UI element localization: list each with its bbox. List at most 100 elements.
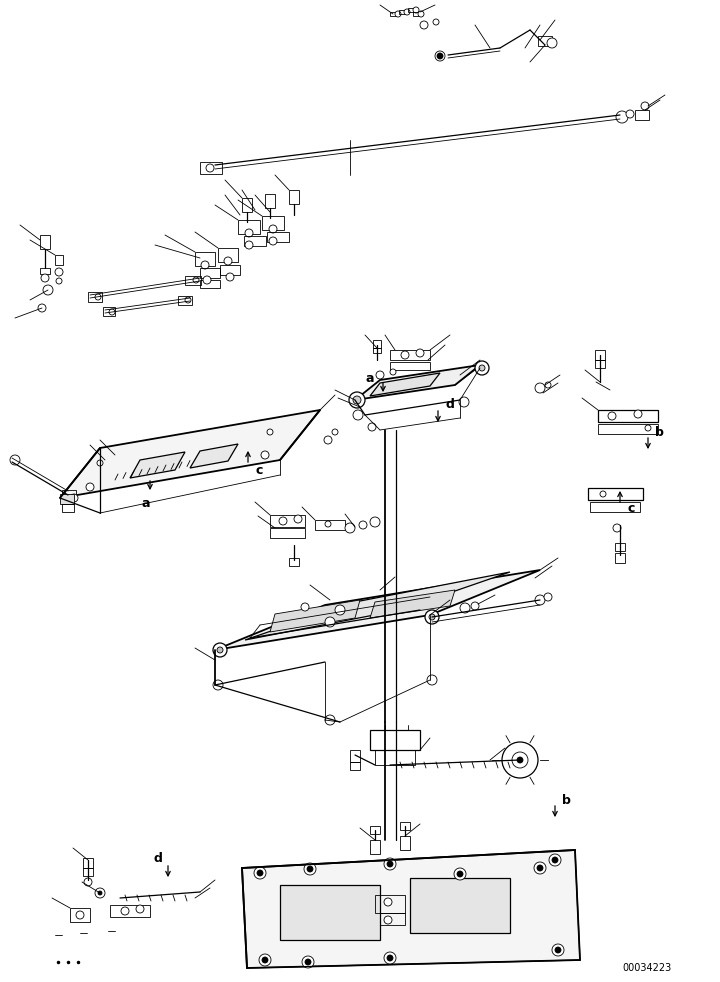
Bar — [267, 232, 289, 242]
Circle shape — [457, 871, 463, 877]
Circle shape — [390, 369, 396, 375]
Bar — [289, 558, 299, 566]
Circle shape — [261, 451, 269, 459]
Circle shape — [512, 752, 528, 768]
Bar — [280, 885, 380, 940]
Circle shape — [535, 595, 545, 605]
Circle shape — [459, 397, 469, 407]
Circle shape — [136, 905, 144, 913]
Circle shape — [537, 865, 543, 871]
Bar — [635, 110, 649, 120]
Circle shape — [193, 277, 199, 283]
Circle shape — [384, 858, 396, 870]
Bar — [380, 913, 405, 925]
Bar — [408, 8, 414, 12]
Circle shape — [545, 382, 551, 388]
Circle shape — [370, 517, 380, 527]
Bar — [538, 36, 552, 46]
Circle shape — [70, 494, 78, 502]
Bar — [390, 362, 430, 370]
Bar — [375, 895, 405, 913]
Bar — [590, 502, 640, 512]
Bar — [390, 12, 396, 16]
Bar — [60, 494, 74, 504]
Bar — [270, 528, 305, 538]
Circle shape — [10, 455, 20, 465]
Bar — [62, 504, 74, 512]
Circle shape — [427, 675, 437, 685]
Circle shape — [387, 861, 393, 867]
Circle shape — [56, 278, 62, 284]
Bar — [200, 268, 220, 278]
Circle shape — [425, 610, 439, 624]
Bar — [350, 762, 360, 770]
Bar — [595, 350, 605, 360]
Circle shape — [368, 423, 376, 431]
Circle shape — [384, 898, 392, 906]
Circle shape — [416, 349, 424, 357]
Circle shape — [335, 605, 345, 615]
Bar — [370, 840, 380, 854]
Circle shape — [353, 410, 363, 420]
Circle shape — [420, 21, 428, 29]
Circle shape — [544, 593, 552, 601]
Bar — [375, 750, 415, 765]
Circle shape — [324, 436, 332, 444]
Bar — [40, 235, 50, 249]
Bar — [390, 350, 430, 360]
Polygon shape — [245, 572, 510, 640]
Bar — [195, 252, 215, 266]
Polygon shape — [215, 570, 540, 650]
Circle shape — [345, 523, 355, 533]
Circle shape — [384, 916, 392, 924]
Bar — [200, 280, 220, 288]
Circle shape — [325, 715, 335, 725]
Circle shape — [353, 396, 361, 404]
Circle shape — [43, 285, 53, 295]
Circle shape — [325, 617, 335, 627]
Circle shape — [121, 907, 129, 915]
Circle shape — [55, 268, 63, 276]
Circle shape — [95, 294, 101, 300]
Circle shape — [259, 954, 271, 966]
Bar — [178, 296, 192, 305]
Circle shape — [84, 878, 92, 886]
Circle shape — [435, 51, 445, 61]
Circle shape — [206, 164, 214, 172]
Polygon shape — [242, 850, 580, 968]
Bar — [350, 750, 360, 762]
Circle shape — [86, 483, 94, 491]
Circle shape — [109, 309, 115, 315]
Bar — [55, 255, 63, 265]
Circle shape — [217, 647, 223, 653]
Bar — [598, 410, 658, 422]
Circle shape — [213, 680, 223, 690]
Bar — [588, 488, 643, 500]
Circle shape — [418, 11, 424, 17]
Circle shape — [304, 863, 316, 875]
Circle shape — [262, 957, 268, 963]
Circle shape — [555, 947, 561, 953]
Bar — [370, 730, 420, 750]
Text: d: d — [153, 852, 162, 865]
Text: a: a — [366, 371, 374, 385]
Circle shape — [359, 521, 367, 529]
Bar — [289, 190, 299, 204]
Circle shape — [38, 304, 46, 312]
Bar — [220, 265, 240, 275]
Bar — [244, 236, 266, 246]
Polygon shape — [355, 365, 480, 400]
Bar — [83, 858, 93, 868]
Circle shape — [437, 53, 443, 59]
Bar — [242, 198, 252, 212]
Bar — [373, 348, 381, 353]
Circle shape — [349, 392, 365, 408]
Circle shape — [534, 862, 546, 874]
Bar — [262, 216, 284, 230]
Circle shape — [626, 110, 634, 118]
Bar — [410, 878, 510, 933]
Bar — [270, 515, 305, 527]
Text: a: a — [142, 497, 150, 510]
Circle shape — [185, 297, 191, 303]
Bar — [373, 340, 381, 348]
